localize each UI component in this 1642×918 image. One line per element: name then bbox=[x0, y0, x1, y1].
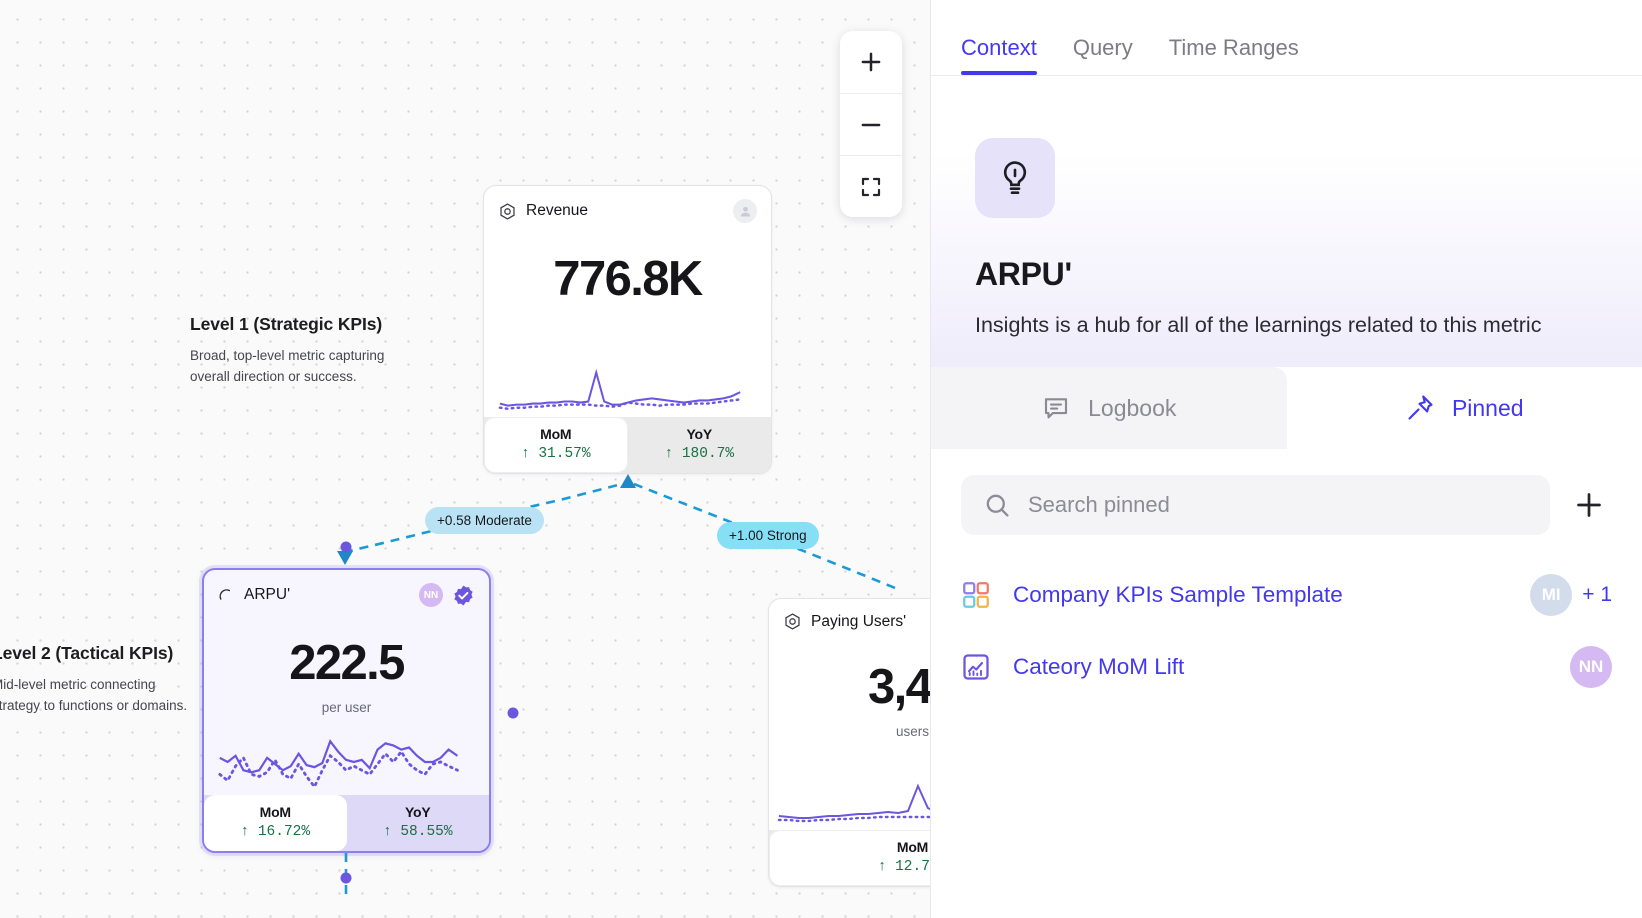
metric-value: 3,49 bbox=[868, 660, 930, 714]
subtab-pinned[interactable]: Pinned bbox=[1286, 367, 1642, 450]
metrics-row: MoM ↑ 12.72% bbox=[769, 830, 930, 886]
pinned-item-label: Cateory MoM Lift bbox=[1013, 654, 1185, 680]
add-pinned-button[interactable] bbox=[1566, 482, 1612, 528]
card-header: ARPU' NN bbox=[204, 570, 489, 611]
level-2-caption: Level 2 (Tactical KPIs) Mid-level metric… bbox=[0, 643, 187, 717]
metric-yoy[interactable]: YoY ↑ 180.7% bbox=[628, 417, 772, 473]
hexagon-icon bbox=[500, 202, 515, 220]
list-item[interactable]: Company KPIs Sample Template MI + 1 bbox=[961, 559, 1612, 631]
sparkline-chart bbox=[777, 783, 930, 823]
sparkline-chart bbox=[498, 368, 742, 410]
panel-tab-bar: Context Query Time Ranges bbox=[931, 0, 1642, 76]
line-chart-icon bbox=[963, 654, 989, 680]
metric-unit: users bbox=[895, 724, 929, 739]
subtab-label: Logbook bbox=[1088, 394, 1177, 421]
card-body: 3,49 users bbox=[769, 635, 930, 830]
metric-key: YoY bbox=[404, 804, 431, 820]
fit-screen-icon bbox=[861, 177, 881, 196]
hero-description: Insights is a hub for all of the learnin… bbox=[975, 313, 1542, 337]
person-icon bbox=[740, 206, 750, 216]
hero-title: ARPU' bbox=[975, 256, 1072, 292]
card-title: Revenue bbox=[526, 202, 589, 219]
metric-key: MoM bbox=[540, 426, 572, 442]
zoom-in-button[interactable] bbox=[840, 31, 902, 93]
metrics-row: MoM ↑ 31.57% YoY ↑ 180.7% bbox=[484, 417, 771, 473]
plus-icon bbox=[1577, 493, 1601, 518]
avatar[interactable]: NN bbox=[419, 583, 443, 607]
metric-card-arpu[interactable]: ARPU' NN 222.5 per user MoM ↑ bbox=[202, 568, 491, 853]
metric-delta: ↑ 16.72% bbox=[240, 824, 311, 840]
avatar[interactable]: NN bbox=[1570, 646, 1612, 689]
list-item[interactable]: Cateory MoM Lift NN bbox=[961, 631, 1612, 703]
search-input[interactable] bbox=[1028, 492, 1528, 519]
card-body: 776.8K bbox=[484, 227, 771, 417]
level-1-caption: Level 1 (Strategic KPIs) Broad, top-leve… bbox=[190, 314, 384, 388]
level-2-title: Level 2 (Tactical KPIs) bbox=[0, 643, 174, 663]
level-2-desc: Mid-level metric connecting strategy to … bbox=[0, 677, 188, 713]
grid-squares-icon bbox=[963, 582, 989, 609]
metric-key: MoM bbox=[896, 839, 929, 855]
pin-icon bbox=[1408, 395, 1433, 420]
sparkline-chart bbox=[218, 739, 459, 790]
comment-lines-icon bbox=[1045, 398, 1068, 419]
metric-unit: per user bbox=[321, 700, 372, 715]
metric-card-paying-users[interactable]: Paying Users' 3,49 users MoM ↑ 12.72% bbox=[768, 598, 930, 887]
context-panel: Context Query Time Ranges ARPU' Insights… bbox=[930, 0, 1642, 918]
card-header: Revenue bbox=[484, 186, 771, 227]
metric-delta: ↑ 12.72% bbox=[877, 859, 930, 875]
metric-card-revenue[interactable]: Revenue 776.8K MoM ↑ bbox=[483, 185, 772, 474]
level-1-desc: Broad, top-level metric capturing overal… bbox=[190, 348, 385, 384]
card-title: ARPU' bbox=[244, 586, 291, 603]
metric-key: MoM bbox=[259, 804, 291, 820]
metric-delta: ↑ 58.55% bbox=[382, 824, 453, 840]
panel-hero: ARPU' Insights is a hub for all of the l… bbox=[931, 76, 1642, 368]
zoom-out-button[interactable] bbox=[840, 93, 902, 155]
subtab-label: Pinned bbox=[1451, 394, 1524, 421]
tab-time-ranges[interactable]: Time Ranges bbox=[1168, 35, 1299, 60]
card-header: Paying Users' bbox=[769, 599, 930, 635]
card-title: Paying Users' bbox=[811, 612, 907, 630]
metric-yoy[interactable]: YoY ↑ 58.55% bbox=[347, 795, 490, 851]
avatar[interactable] bbox=[733, 199, 757, 223]
avatar-overflow-count: + 1 bbox=[1582, 583, 1612, 607]
pinned-item-label: Company KPIs Sample Template bbox=[1013, 582, 1343, 608]
tab-query[interactable]: Query bbox=[1072, 35, 1133, 60]
edge-label-moderate[interactable]: +0.58 Moderate bbox=[425, 507, 544, 534]
pinned-item-meta: NN bbox=[1570, 646, 1612, 689]
plus-icon bbox=[861, 52, 881, 72]
pinned-list: Company KPIs Sample Template MI + 1 Cate… bbox=[931, 535, 1642, 918]
level-1-title: Level 1 (Strategic KPIs) bbox=[190, 314, 383, 334]
metric-mom[interactable]: MoM ↑ 31.57% bbox=[484, 417, 628, 473]
metric-mom[interactable]: MoM ↑ 16.72% bbox=[204, 795, 347, 851]
graph-canvas[interactable]: Level 1 (Strategic KPIs) Broad, top-leve… bbox=[0, 0, 930, 918]
pinned-item-meta: MI + 1 bbox=[1530, 574, 1612, 617]
metric-delta: ↑ 180.7% bbox=[664, 446, 735, 462]
card-body: 222.5 per user bbox=[204, 611, 489, 795]
panel-subtab-bar: Logbook Pinned bbox=[931, 367, 1642, 450]
avatar[interactable]: MI bbox=[1530, 574, 1573, 617]
spinner-arc-icon bbox=[219, 588, 231, 600]
hexagon-icon bbox=[785, 613, 800, 630]
metric-delta: ↑ 31.57% bbox=[520, 446, 591, 462]
metric-value: 222.5 bbox=[289, 636, 405, 690]
lightbulb-icon bbox=[1003, 161, 1027, 195]
subtab-logbook[interactable]: Logbook bbox=[931, 367, 1287, 450]
minus-icon bbox=[861, 123, 881, 126]
metric-mom[interactable]: MoM ↑ 12.72% bbox=[769, 830, 930, 886]
metric-value: 776.8K bbox=[553, 252, 703, 306]
search-box[interactable] bbox=[961, 475, 1550, 536]
tab-context[interactable]: Context bbox=[961, 35, 1037, 75]
metrics-row: MoM ↑ 16.72% YoY ↑ 58.55% bbox=[204, 795, 489, 851]
pinned-search-row bbox=[931, 449, 1642, 536]
zoom-controls bbox=[840, 31, 902, 217]
hero-icon-tile bbox=[975, 138, 1055, 218]
fit-to-screen-button[interactable] bbox=[840, 155, 902, 217]
metric-key: YoY bbox=[686, 426, 713, 442]
edge-label-strong[interactable]: +1.00 Strong bbox=[717, 522, 819, 549]
verified-check-icon bbox=[454, 585, 473, 605]
search-icon bbox=[986, 494, 1009, 517]
